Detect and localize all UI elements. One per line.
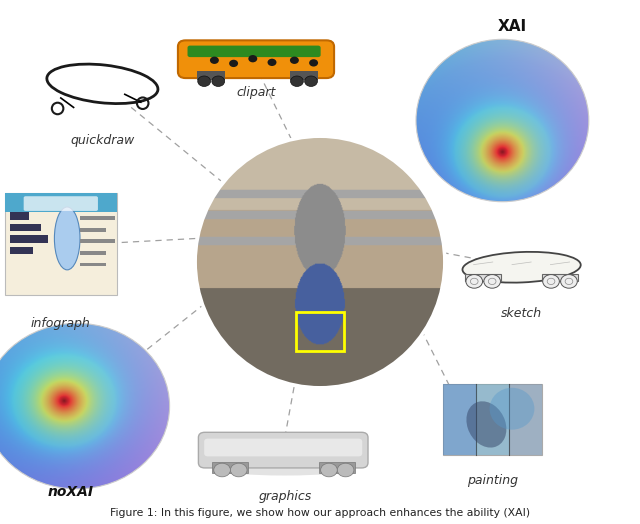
Circle shape xyxy=(466,275,483,288)
Bar xyxy=(80,251,106,255)
Text: clipart: clipart xyxy=(236,86,276,100)
FancyBboxPatch shape xyxy=(204,439,362,456)
Circle shape xyxy=(212,76,225,86)
Text: quickdraw: quickdraw xyxy=(70,134,134,147)
Bar xyxy=(10,235,49,243)
FancyBboxPatch shape xyxy=(198,432,368,468)
Text: Figure 1: In this figure, we show how our approach enhances the ability (XAI): Figure 1: In this figure, we show how ou… xyxy=(110,508,530,518)
Bar xyxy=(212,462,248,473)
Bar xyxy=(197,71,225,80)
Text: XAI: XAI xyxy=(497,19,527,34)
Bar xyxy=(80,216,102,220)
Bar xyxy=(80,263,106,266)
Circle shape xyxy=(291,76,303,86)
Text: graphics: graphics xyxy=(258,490,312,503)
Bar xyxy=(296,312,344,351)
FancyBboxPatch shape xyxy=(188,46,321,57)
Text: painting: painting xyxy=(467,474,518,487)
Circle shape xyxy=(198,76,211,86)
Text: infograph: infograph xyxy=(31,317,91,330)
Text: noXAI: noXAI xyxy=(47,485,93,499)
Bar xyxy=(80,228,115,232)
Bar xyxy=(5,192,117,213)
Bar xyxy=(80,239,102,243)
Circle shape xyxy=(561,275,577,288)
Circle shape xyxy=(229,60,238,67)
Bar xyxy=(10,247,33,254)
Circle shape xyxy=(268,59,276,66)
Bar xyxy=(509,384,543,454)
Bar xyxy=(476,384,509,454)
Ellipse shape xyxy=(463,252,580,282)
Circle shape xyxy=(543,275,559,288)
FancyBboxPatch shape xyxy=(178,40,334,78)
Ellipse shape xyxy=(490,388,534,430)
Circle shape xyxy=(309,59,318,67)
Circle shape xyxy=(248,55,257,62)
Bar xyxy=(443,384,476,454)
Ellipse shape xyxy=(467,401,506,447)
Bar xyxy=(542,274,578,281)
FancyBboxPatch shape xyxy=(24,196,98,211)
Circle shape xyxy=(305,76,317,86)
Ellipse shape xyxy=(214,462,355,476)
Bar xyxy=(465,274,501,281)
Bar xyxy=(10,224,41,231)
Circle shape xyxy=(210,57,219,64)
Circle shape xyxy=(484,275,500,288)
Circle shape xyxy=(337,463,354,477)
Circle shape xyxy=(290,57,299,64)
Circle shape xyxy=(321,463,337,477)
Bar xyxy=(319,462,355,473)
Bar xyxy=(443,384,543,454)
Ellipse shape xyxy=(54,207,80,270)
Bar xyxy=(5,192,117,294)
Circle shape xyxy=(214,463,230,477)
Circle shape xyxy=(230,463,247,477)
Bar xyxy=(290,71,318,80)
Text: sketch: sketch xyxy=(501,307,542,320)
Bar xyxy=(10,212,29,220)
